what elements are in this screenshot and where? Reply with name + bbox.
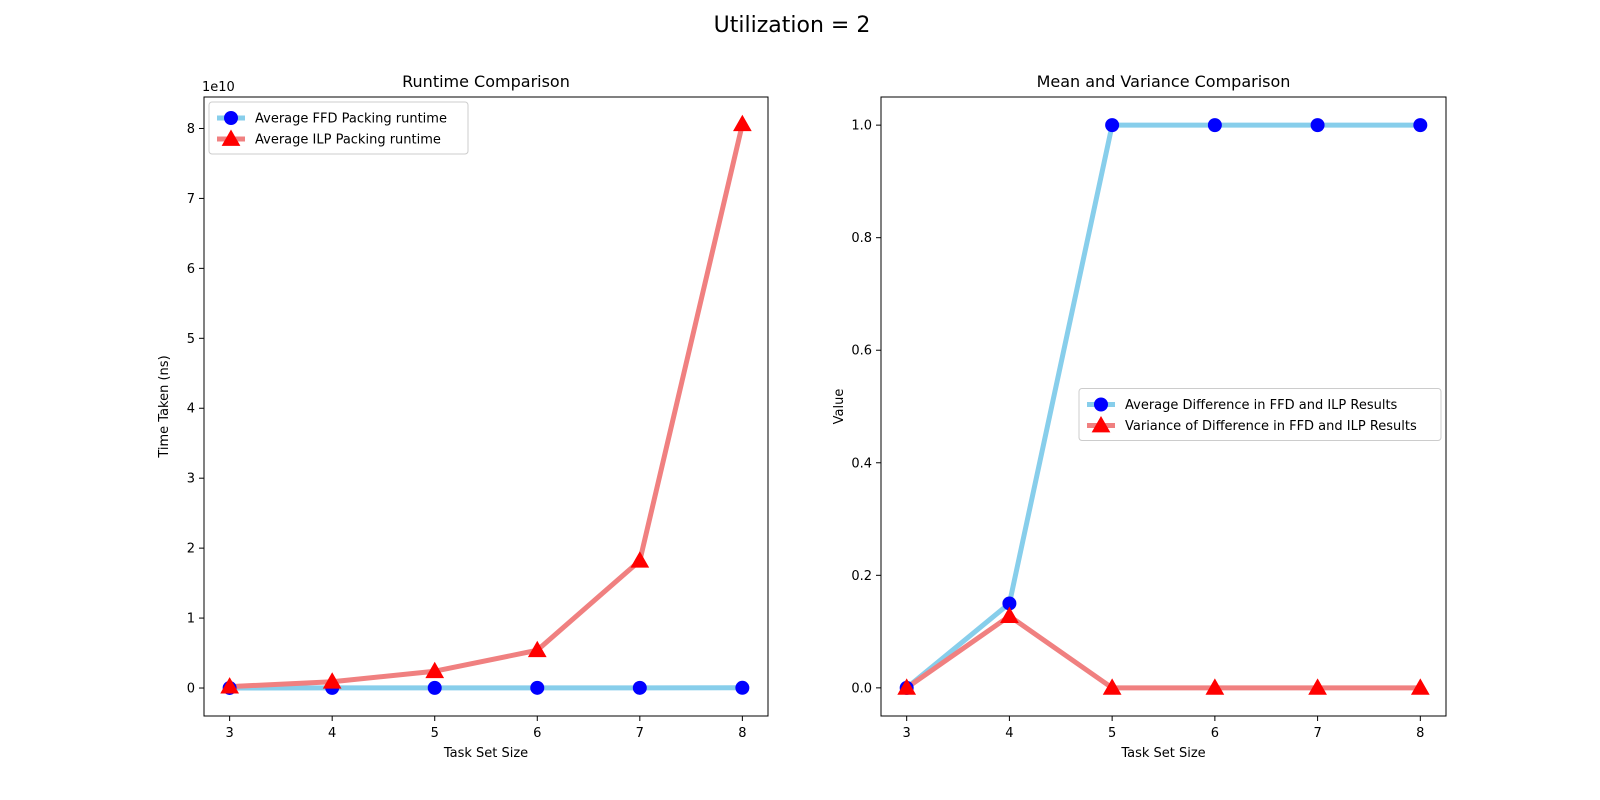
series-line-b <box>229 123 745 690</box>
y-axis-label: Time Taken (ns) <box>157 355 172 458</box>
x-tick-label: 3 <box>903 726 911 741</box>
legend-circle-marker <box>1094 397 1108 412</box>
y-tick-label: 0.8 <box>851 231 872 246</box>
legend: Average FFD Packing runtime Average ILP P… <box>208 101 469 155</box>
plot-frame <box>880 96 1447 717</box>
x-tick-label: 7 <box>1313 726 1321 741</box>
y-tick-label: 7 <box>187 192 195 207</box>
data-point-circle-marker <box>530 680 545 695</box>
x-tick-label: 8 <box>738 726 746 741</box>
chart-title: Mean and Variance Comparison <box>1037 72 1291 91</box>
y-tick-label: 5 <box>187 332 195 347</box>
data-point-triangle-marker <box>1102 678 1122 695</box>
legend-triangle-marker <box>1091 415 1111 433</box>
y-tick-label: 0 <box>187 682 195 697</box>
legend-circle-marker <box>224 111 238 125</box>
data-point-circle-marker <box>1105 118 1120 133</box>
legend-entry-label: Average FFD Packing runtime <box>255 112 447 127</box>
y-tick-label: 0.4 <box>851 456 872 471</box>
data-point-triangle-marker <box>527 640 547 658</box>
y-tick-label: 8 <box>187 122 195 137</box>
x-tick-label: 6 <box>1211 726 1219 741</box>
data-point-triangle-marker <box>220 677 239 694</box>
mean-variance-comparison-chart: Mean and Variance Comparison 3 4 5 6 7 8 0.0 0.2… <box>832 72 1447 761</box>
x-axis-label: Task Set Size <box>1120 746 1205 761</box>
runtime-comparison-chart: Runtime Comparison 3 4 5 6 7 8 0 1 2 3 4 5 6 7 8 Task Se… <box>157 72 769 761</box>
x-tick-label: 5 <box>431 726 439 741</box>
y-axis-label: Value <box>832 389 847 425</box>
data-point-triangle-marker <box>1205 678 1225 695</box>
x-tick-label: 6 <box>533 726 541 741</box>
y-axis-offset-label: 1e10 <box>202 80 235 95</box>
data-point-triangle-marker <box>1000 606 1019 623</box>
data-point-triangle-marker <box>733 114 752 132</box>
legend-box <box>1078 388 1442 441</box>
x-tick-label: 5 <box>1108 726 1116 741</box>
data-point-triangle-marker <box>897 678 917 695</box>
y-tick-label: 0.2 <box>851 569 872 584</box>
legend-triangle-marker <box>221 129 241 146</box>
y-tick-label: 6 <box>187 262 195 277</box>
data-point-circle-marker <box>735 680 750 695</box>
data-point-circle-marker <box>1413 118 1428 133</box>
data-point-circle-marker <box>1207 118 1222 133</box>
data-point-circle-marker <box>427 680 442 695</box>
x-tick-label: 7 <box>636 726 644 741</box>
x-tick-label: 8 <box>1416 726 1424 741</box>
legend-entry-label: Average Difference in FFD and ILP Result… <box>1125 398 1398 413</box>
chart-title: Runtime Comparison <box>402 72 570 91</box>
x-axis-label: Task Set Size <box>443 746 528 761</box>
data-point-circle-marker <box>632 680 647 695</box>
data-point-triangle-marker <box>425 661 445 679</box>
legend-box <box>208 101 469 155</box>
data-point-triangle-marker <box>1410 678 1430 695</box>
y-tick-label: 0.6 <box>851 344 872 359</box>
y-tick-label: 1 <box>187 612 195 627</box>
series-line-a <box>905 122 1421 690</box>
y-tick-label: 1.0 <box>851 119 872 134</box>
y-tick-label: 3 <box>187 472 195 487</box>
plot-frame <box>203 96 769 717</box>
data-point-triangle-marker <box>322 672 342 689</box>
figure-suptitle: Utilization = 2 <box>714 13 871 38</box>
y-tick-label: 0.0 <box>851 681 872 696</box>
series-line-b <box>905 613 1421 691</box>
legend-entry-label: Variance of Difference in FFD and ILP Re… <box>1125 419 1417 434</box>
x-tick-label: 4 <box>328 726 336 741</box>
data-point-circle-marker <box>1310 118 1325 133</box>
y-tick-label: 2 <box>187 542 195 557</box>
data-point-triangle-marker <box>630 551 650 568</box>
x-tick-label: 4 <box>1005 726 1013 741</box>
y-tick-label: 4 <box>187 402 195 417</box>
legend: Average Difference in FFD and ILP Result… <box>1078 388 1442 441</box>
data-point-triangle-marker <box>1308 678 1327 695</box>
x-tick-label: 3 <box>225 726 233 741</box>
legend-entry-label: Average ILP Packing runtime <box>255 133 441 148</box>
